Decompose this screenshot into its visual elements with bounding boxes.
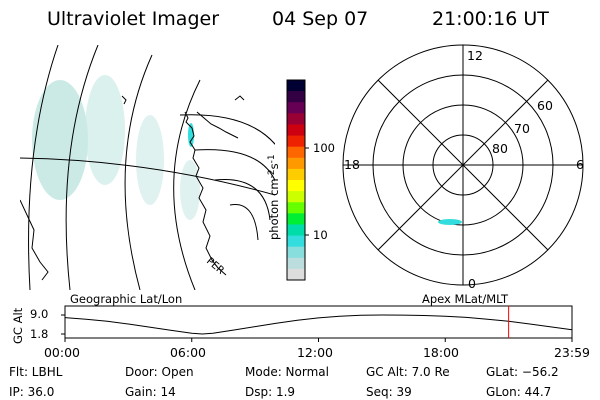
- mlt-12-label: 12: [467, 48, 483, 63]
- polar-panel-label: Apex MLat/MLT: [422, 292, 509, 306]
- latitude-lines: [20, 114, 275, 241]
- colorbar-step: [287, 135, 305, 148]
- gc-alt-series-line: [64, 314, 573, 335]
- gc-alt-chart: GC Alt 9.0 1.8 00:00 06:00 12:00 18:00 2…: [11, 305, 590, 360]
- colorbar-step: [287, 213, 305, 225]
- polar-aurora-patch: [438, 219, 462, 225]
- colorbar-step: [287, 146, 305, 159]
- lat-60-label: 60: [537, 98, 553, 113]
- instrument-title: Ultraviolet Imager: [47, 8, 219, 30]
- info-dsp: Dsp: 1.9: [245, 385, 295, 399]
- info-door: Door: Open: [125, 365, 194, 379]
- colorbar-step: [287, 91, 305, 103]
- xtick-label-3: 18:00: [423, 345, 459, 360]
- info-seq: Seq: 39: [366, 385, 412, 399]
- geographic-map: PER: [20, 45, 275, 290]
- mlt-18-label: 18: [344, 157, 360, 172]
- mlt-6-label: 6: [576, 157, 584, 172]
- colorbar-step: [287, 168, 305, 181]
- coast-label: PER: [204, 256, 226, 277]
- aurora-emission-faint: [32, 75, 200, 220]
- info-glat: GLat: −56.2: [486, 365, 559, 379]
- colorbar-steps: [287, 80, 305, 281]
- colorbar-step: [287, 268, 305, 281]
- mlt-0-label: 0: [468, 276, 476, 291]
- colorbar-step: [287, 257, 305, 270]
- colorbar-step: [287, 80, 305, 92]
- colorbar-step: [287, 224, 305, 237]
- info-gain: Gain: 14: [125, 385, 176, 399]
- info-mode: Mode: Normal: [245, 365, 329, 379]
- colorbar: 100 10 photon cm-2s-1: [267, 79, 335, 281]
- colorbar-label-100: 100: [313, 141, 335, 155]
- info-flt: Flt: LBHL: [9, 365, 63, 379]
- info-panel: Flt: LBHL Door: Open Mode: Normal GC Alt…: [9, 365, 559, 399]
- colorbar-step: [287, 113, 305, 125]
- colorbar-step: [287, 102, 305, 114]
- xtick-label-0: 00:00: [44, 345, 80, 360]
- lat-70-label: 70: [514, 121, 530, 136]
- colorbar-step: [287, 202, 305, 214]
- colorbar-step: [287, 191, 305, 203]
- colorbar-step: [287, 157, 305, 170]
- gc-alt-ylabel: GC Alt: [11, 307, 25, 344]
- polar-mlat-mlt-plot: 12 6 0 18 60 70 80: [342, 44, 584, 291]
- time-label: 21:00:16 UT: [432, 8, 549, 30]
- colorbar-frame: [286, 79, 306, 281]
- colorbar-step: [287, 180, 305, 192]
- colorbar-step: [287, 235, 305, 248]
- info-gcalt: GC Alt: 7.0 Re: [366, 365, 450, 379]
- ytick-label-min: 1.8: [30, 327, 48, 341]
- xtick-label-1: 06:00: [170, 345, 206, 360]
- coastline: [20, 95, 245, 281]
- colorbar-step: [287, 246, 305, 259]
- colorbar-unit: photon cm-2s-1: [267, 154, 281, 240]
- colorbar-step: [287, 124, 305, 137]
- date-label: 04 Sep 07: [272, 8, 368, 30]
- lat-80-label: 80: [492, 141, 508, 156]
- gc-alt-frame: [64, 305, 573, 339]
- xtick-label-4: 23:59: [554, 345, 590, 360]
- xtick-label-2: 12:00: [297, 345, 333, 360]
- geo-panel-label: Geographic Lat/Lon: [70, 292, 182, 306]
- mlt-diag-2: [377, 79, 549, 251]
- info-ip: IP: 36.0: [9, 385, 54, 399]
- info-glon: GLon: 44.7: [486, 385, 551, 399]
- colorbar-label-10: 10: [313, 228, 328, 242]
- ytick-label-max: 9.0: [30, 307, 48, 321]
